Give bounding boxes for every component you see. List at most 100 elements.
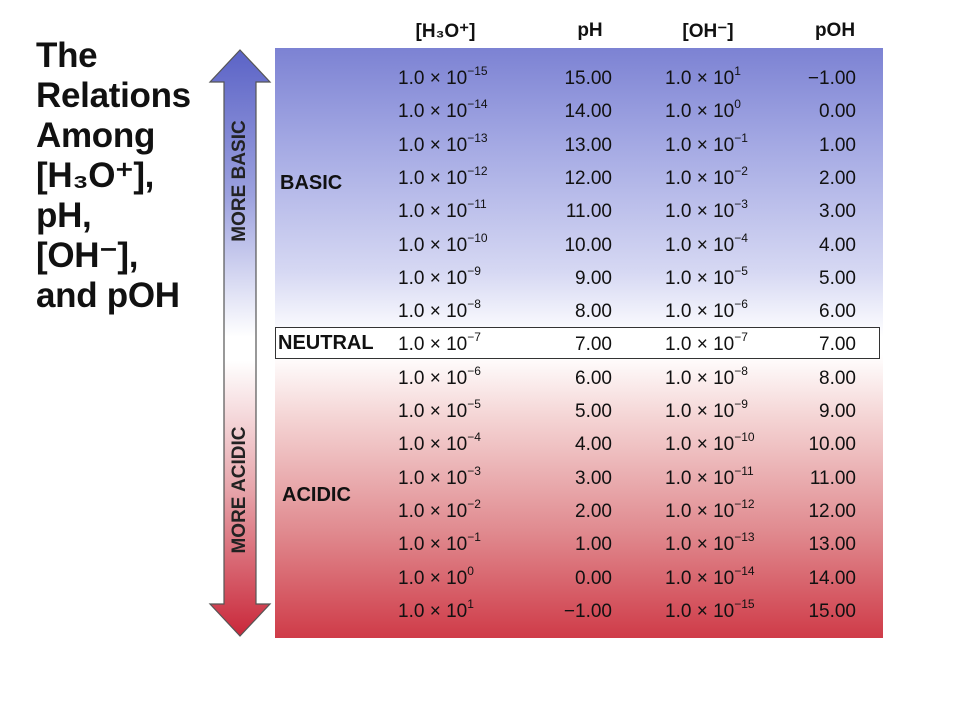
header-poh: pOH bbox=[814, 20, 856, 41]
ph-cell: 8.00 bbox=[530, 301, 612, 323]
value: 5.00 bbox=[575, 401, 612, 422]
exponent: −6 bbox=[734, 297, 748, 312]
poh-cell: 2.00 bbox=[772, 168, 856, 190]
poh-cell: 7.00 bbox=[772, 334, 856, 356]
header-ph: pH bbox=[577, 20, 603, 41]
ph-cell: 15.00 bbox=[530, 68, 612, 90]
oh-cell: 1.0 × 10−9 bbox=[665, 397, 748, 423]
exponent: 0 bbox=[734, 97, 741, 112]
exponent: −4 bbox=[734, 230, 748, 245]
title-line: Relations bbox=[36, 76, 191, 115]
value: 3.00 bbox=[575, 467, 612, 489]
exponent: −6 bbox=[467, 363, 481, 378]
value: 10.00 bbox=[808, 434, 856, 456]
page-title: The Relations Among [H₃O⁺], pH, [OH⁻], a… bbox=[36, 36, 221, 316]
value: 13.00 bbox=[564, 134, 612, 156]
exponent: −3 bbox=[467, 463, 481, 478]
value: 7.00 bbox=[575, 334, 612, 356]
poh-cell: 8.00 bbox=[772, 368, 856, 390]
table-row: 1.0 × 10−4 4.00 1.0 × 10 −10 10.00 bbox=[0, 428, 960, 461]
value: 1.0 × 10 bbox=[398, 201, 468, 223]
table-row: 1.0 × 10−2 2.00 1.0 × 10−12 12.00 bbox=[0, 495, 960, 528]
exponent: −13 bbox=[467, 130, 488, 145]
oh-cell: 1.0 × 10−11 bbox=[665, 464, 754, 490]
oh-cell: 1.0 × 10−15 bbox=[665, 597, 755, 623]
exponent: 1 bbox=[467, 596, 474, 611]
region-acidic: ACIDIC bbox=[282, 484, 351, 506]
value: 12.00 bbox=[564, 167, 612, 189]
exponent: −14 bbox=[467, 97, 488, 112]
exponent: −2 bbox=[734, 163, 748, 178]
table-row: 1.0 × 10−9 9.00 1.0 × 10−5 5.00 bbox=[0, 262, 960, 295]
h3o-cell: 1.0 × 101 bbox=[398, 597, 474, 623]
value: 2.00 bbox=[819, 167, 856, 189]
oh-cell: 1.0 × 10−2 bbox=[665, 164, 748, 190]
value: 1.0 × 10 bbox=[398, 367, 468, 389]
exponent: −7 bbox=[467, 330, 481, 345]
value: 1.0 × 10 bbox=[665, 234, 735, 256]
ph-cell: 10.00 bbox=[530, 235, 612, 257]
value: 15.00 bbox=[808, 600, 856, 622]
oh-cell: 1.0 × 10−4 bbox=[665, 231, 748, 257]
exponent: −7 bbox=[734, 330, 748, 345]
exponent: −3 bbox=[734, 197, 748, 212]
value: 1.0 × 10 bbox=[665, 201, 735, 223]
value: 8.00 bbox=[575, 301, 612, 323]
h3o-cell: 1.0 × 10−5 bbox=[398, 397, 481, 423]
table-row: 1.0 × 10−5 5.00 1.0 × 10−9 9.00 bbox=[0, 395, 960, 428]
ph-cell: 0.00 bbox=[530, 568, 612, 590]
table-row: 1.0 × 100 0.00 1.0 × 10−14 14.00 bbox=[0, 562, 960, 595]
h3o-cell: 1.0 × 10−1 bbox=[398, 530, 481, 556]
h3o-cell: 1.0 × 10−10 bbox=[398, 231, 488, 257]
value: 1.0 × 10 bbox=[665, 68, 735, 89]
value: 4.00 bbox=[819, 234, 856, 256]
oh-cell: 1.0 × 10−6 bbox=[665, 297, 748, 323]
ph-cell: 3.00 bbox=[530, 468, 612, 490]
double-arrow-icon bbox=[208, 49, 272, 637]
value: 3.00 bbox=[819, 201, 856, 223]
oh-cell: 1.0 × 10−7 bbox=[665, 330, 748, 356]
region-basic: BASIC bbox=[280, 172, 343, 194]
value: 1.00 bbox=[819, 134, 856, 156]
poh-cell: 14.00 bbox=[772, 568, 856, 590]
value: −1.00 bbox=[807, 68, 856, 89]
value: 1.0 × 10 bbox=[398, 500, 468, 522]
oh-cell: 1.0 × 100 bbox=[665, 97, 741, 123]
value: 1.0 × 10 bbox=[665, 367, 735, 389]
value: 1.0 × 10 bbox=[665, 167, 735, 189]
value: 6.00 bbox=[819, 301, 856, 323]
table-row: 1.0 × 101 −1.00 1.0 × 10−15 15.00 bbox=[0, 595, 960, 628]
h3o-cell: 1.0 × 10−12 bbox=[398, 164, 488, 190]
exponent: −12 bbox=[467, 163, 488, 178]
value: 1.0 × 10 bbox=[398, 567, 468, 589]
value: −1.00 bbox=[563, 600, 612, 622]
exponent: −10 bbox=[734, 430, 755, 445]
value: 14.00 bbox=[564, 101, 612, 123]
ph-cell: 6.00 bbox=[530, 368, 612, 390]
value: 4.00 bbox=[575, 434, 612, 456]
value: 1.0 × 10 bbox=[398, 134, 468, 156]
poh-cell: 5.00 bbox=[772, 268, 856, 290]
exponent: −15 bbox=[467, 64, 488, 78]
value: 1.0 × 10 bbox=[665, 101, 735, 123]
oh-cell: 1.0 × 10−1 bbox=[665, 131, 748, 157]
poh-cell: 13.00 bbox=[772, 534, 856, 556]
value: 1.0 × 10 bbox=[398, 167, 468, 189]
exponent: −5 bbox=[467, 397, 481, 411]
title-line: Among bbox=[36, 116, 156, 155]
value: 1.0 × 10 bbox=[398, 334, 468, 356]
value: 11.00 bbox=[809, 467, 856, 489]
poh-cell: 6.00 bbox=[772, 301, 856, 323]
ph-cell: 14.00 bbox=[530, 101, 612, 123]
h3o-cell: 1.0 × 10−4 bbox=[398, 430, 481, 456]
double-arrow bbox=[208, 48, 272, 638]
oh-cell: 1.0 × 10−13 bbox=[665, 530, 755, 556]
value: 1.0 × 10 bbox=[398, 434, 468, 456]
oh-cell: 1.0 × 10−5 bbox=[665, 264, 748, 290]
ph-cell: 2.00 bbox=[530, 501, 612, 523]
table-row: 1.0 × 10−15 15.00 1.0 × 101 −1.00 bbox=[0, 62, 960, 95]
value: 7.00 bbox=[819, 334, 856, 356]
h3o-cell: 1.0 × 10−15 bbox=[398, 64, 488, 90]
table-row: 1.0 × 10−10 10.00 1.0 × 10−4 4.00 bbox=[0, 229, 960, 262]
table-row: 1.0 × 10−6 6.00 1.0 × 10−8 8.00 bbox=[0, 362, 960, 395]
